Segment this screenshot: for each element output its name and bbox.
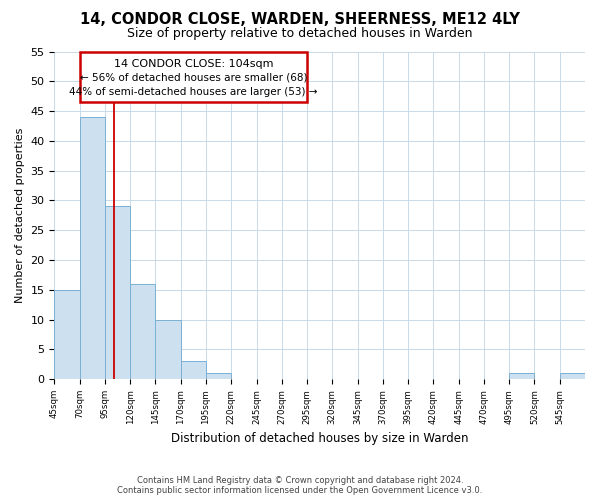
Text: 14 CONDOR CLOSE: 104sqm: 14 CONDOR CLOSE: 104sqm <box>113 58 273 68</box>
FancyBboxPatch shape <box>80 52 307 102</box>
Text: 14, CONDOR CLOSE, WARDEN, SHEERNESS, ME12 4LY: 14, CONDOR CLOSE, WARDEN, SHEERNESS, ME1… <box>80 12 520 28</box>
Bar <box>55 290 80 379</box>
Bar <box>130 284 155 379</box>
X-axis label: Distribution of detached houses by size in Warden: Distribution of detached houses by size … <box>171 432 469 445</box>
Y-axis label: Number of detached properties: Number of detached properties <box>15 128 25 303</box>
Bar <box>155 320 181 379</box>
Bar <box>206 373 231 379</box>
Text: Size of property relative to detached houses in Warden: Size of property relative to detached ho… <box>127 28 473 40</box>
Bar <box>80 117 105 379</box>
Bar <box>560 373 585 379</box>
Text: Contains HM Land Registry data © Crown copyright and database right 2024.
Contai: Contains HM Land Registry data © Crown c… <box>118 476 482 495</box>
Bar <box>181 361 206 379</box>
Bar <box>509 373 535 379</box>
Text: ← 56% of detached houses are smaller (68): ← 56% of detached houses are smaller (68… <box>80 73 307 83</box>
Text: 44% of semi-detached houses are larger (53) →: 44% of semi-detached houses are larger (… <box>69 87 317 97</box>
Bar <box>105 206 130 379</box>
